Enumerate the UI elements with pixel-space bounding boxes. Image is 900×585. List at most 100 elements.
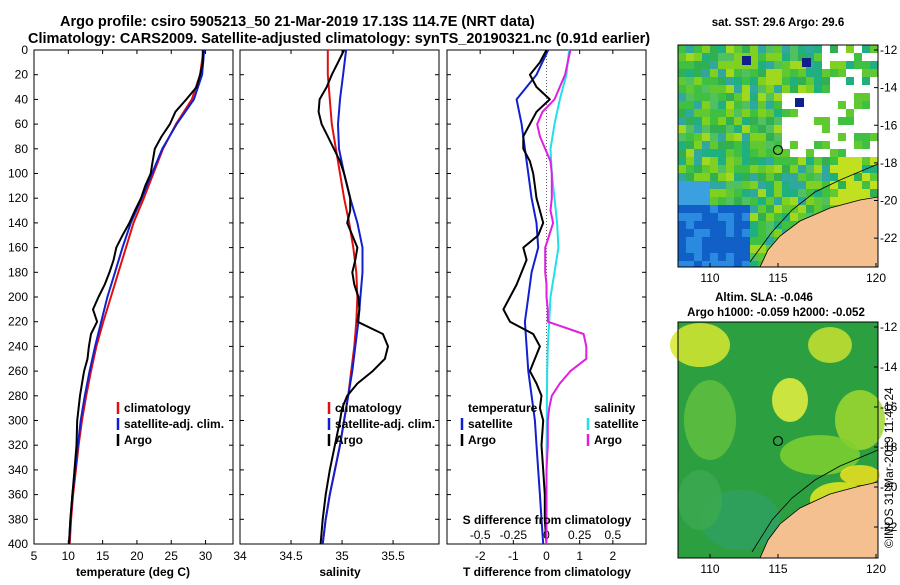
depth-tick-label: 100 <box>8 167 28 181</box>
sst-cell <box>686 101 694 109</box>
sst-cell <box>838 125 846 133</box>
series-line-temperature-satellite <box>515 49 550 545</box>
salinity-axis-label: salinity <box>319 565 361 579</box>
sst-cell <box>798 173 806 181</box>
sst-cell <box>678 77 686 85</box>
sst-cell <box>726 245 734 253</box>
sst-cell <box>718 261 726 267</box>
sst-cell <box>710 173 718 181</box>
sst-cell <box>862 109 870 117</box>
sst-cell <box>710 149 718 157</box>
sst-cell <box>838 109 846 117</box>
sst-cell <box>694 245 702 253</box>
sst-cell <box>726 101 734 109</box>
sst-cell <box>870 181 878 189</box>
sst-cell <box>790 117 798 125</box>
sst-cell <box>798 141 806 149</box>
sst-cell <box>678 261 686 267</box>
sst-cell <box>678 85 686 93</box>
sst-cell <box>734 149 742 157</box>
sst-cell <box>822 125 830 133</box>
sst-cell <box>854 85 862 93</box>
s-difference-tick-label: -0.25 <box>500 528 528 542</box>
sst-cell <box>710 213 718 221</box>
sst-cell <box>694 93 702 101</box>
sst-cell <box>750 109 758 117</box>
sst-cell <box>806 165 814 173</box>
sst-cell <box>862 117 870 125</box>
s-difference-tick-label: 0.5 <box>604 528 621 542</box>
sst-cell <box>758 197 766 205</box>
sst-cell <box>814 181 822 189</box>
sst-cell <box>830 69 838 77</box>
sst-cell <box>694 69 702 77</box>
sst-cell <box>710 45 718 53</box>
sst-cell <box>718 85 726 93</box>
sst-cell <box>870 165 878 173</box>
sst-cell <box>846 189 854 197</box>
depth-tick-label: 0 <box>21 43 28 57</box>
sst-cell <box>774 93 782 101</box>
s-difference-tick-label: -0.5 <box>470 528 491 542</box>
sla-map-longitude-label: 110 <box>700 562 719 576</box>
sst-cell <box>838 165 846 173</box>
sst-cell <box>678 165 686 173</box>
sst-cell <box>798 69 806 77</box>
sst-cell <box>774 133 782 141</box>
sst-cell <box>758 229 766 237</box>
sst-cell <box>694 101 702 109</box>
depth-tick-label: 220 <box>8 315 28 329</box>
sst-cell <box>758 173 766 181</box>
sst-cell <box>798 205 806 213</box>
x-tick-label: 0 <box>543 549 550 563</box>
sst-cell <box>830 125 838 133</box>
sst-cell <box>710 205 718 213</box>
sst-cell <box>790 93 798 101</box>
series-line-argo <box>317 49 389 545</box>
sst-cell <box>822 205 830 213</box>
sst-cell <box>694 189 702 197</box>
sst-cell <box>718 221 726 229</box>
sst-cell <box>750 221 758 229</box>
x-tick-label: 35.5 <box>381 549 405 563</box>
legend-temperature-heading: temperature <box>468 401 538 415</box>
sst-cell <box>758 245 766 253</box>
sst-cell <box>814 69 822 77</box>
sst-cell <box>718 205 726 213</box>
sst-cell <box>838 101 846 109</box>
sst-cell <box>678 133 686 141</box>
legend-climatology-label: climatology <box>335 401 402 415</box>
series-line-argo <box>68 50 204 545</box>
sst-cell <box>734 165 742 173</box>
sst-cell <box>838 93 846 101</box>
sst-cell <box>702 85 710 93</box>
sst-cell <box>822 69 830 77</box>
sst-cell <box>758 133 766 141</box>
sst-cell <box>795 98 804 107</box>
sst-cell <box>702 133 710 141</box>
sst-cell <box>782 157 790 165</box>
sst-cell <box>766 117 774 125</box>
sst-cell <box>854 53 862 61</box>
sla-map-title-line2: Argo h1000: -0.059 h2000: -0.052 <box>687 307 865 319</box>
sst-cell <box>846 197 854 205</box>
sst-cell <box>838 61 846 69</box>
sst-cell <box>718 165 726 173</box>
sst-cell <box>678 61 686 69</box>
sst-cell <box>750 93 758 101</box>
sst-cell <box>742 189 750 197</box>
sst-cell <box>790 141 798 149</box>
sst-cell <box>678 157 686 165</box>
sst-cell <box>830 45 838 53</box>
sst-cell <box>814 101 822 109</box>
sst-cell <box>710 165 718 173</box>
sst-cell <box>790 53 798 61</box>
legend-t-satellite-label: satellite <box>468 417 513 431</box>
sst-cell <box>750 85 758 93</box>
sst-cell <box>726 237 734 245</box>
sst-cell <box>742 56 751 65</box>
sst-cell <box>710 53 718 61</box>
sst-cell <box>702 205 710 213</box>
sst-cell <box>822 149 830 157</box>
